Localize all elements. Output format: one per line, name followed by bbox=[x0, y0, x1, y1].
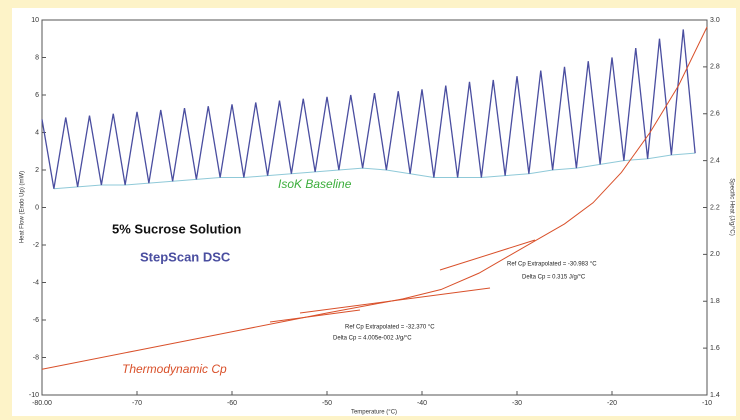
y-tick-label: -6 bbox=[33, 317, 39, 324]
y-tick-label: 4 bbox=[35, 129, 39, 136]
x-tick-label: -70 bbox=[132, 400, 142, 407]
y2-tick-label: 2.4 bbox=[710, 157, 720, 164]
annotation: Delta Cp = 4.005e-002 J/g/°C bbox=[333, 336, 412, 342]
y-axis-label: Heat Flow (Endo Up) (mW) bbox=[20, 171, 26, 243]
y2-tick-label: 1.6 bbox=[710, 345, 720, 352]
x-tick-label: -20 bbox=[607, 400, 617, 407]
y2-tick-label: 2.6 bbox=[710, 111, 720, 118]
tangent bbox=[439, 239, 536, 271]
y2-tick-label: 2.8 bbox=[710, 64, 720, 71]
y-tick-label: -4 bbox=[33, 279, 39, 286]
y-tick-label: 0 bbox=[35, 204, 39, 211]
series-line bbox=[41, 26, 708, 370]
x-axis-label: Temperature (°C) bbox=[351, 410, 397, 416]
x-tick-label: -40 bbox=[417, 400, 427, 407]
y2-tick-label: 1.4 bbox=[710, 392, 720, 399]
y2-tick-label: 3.0 bbox=[710, 17, 720, 24]
y2-axis-label: Specific Heat (J/g/°C) bbox=[728, 178, 734, 235]
series-line bbox=[41, 29, 696, 189]
label: Thermodynamic Cp bbox=[122, 362, 227, 376]
y-tick-label: 6 bbox=[35, 92, 39, 99]
label: StepScan DSC bbox=[140, 249, 231, 264]
x-tick-label: -60 bbox=[227, 400, 237, 407]
label: 5% Sucrose Solution bbox=[112, 221, 241, 236]
y2-tick-label: 2.0 bbox=[710, 251, 720, 258]
annotation: Ref Cp Extrapolated = -32.370 °C bbox=[345, 325, 435, 331]
annotation: Delta Cp = 0.315 J/g/°C bbox=[522, 275, 586, 281]
y-tick-label: 8 bbox=[35, 54, 39, 61]
plot-area bbox=[41, 19, 708, 396]
annotation: Ref Cp Extrapolated = -30.983 °C bbox=[507, 262, 597, 268]
y-tick-label: 10 bbox=[31, 17, 39, 24]
y-tick-label: -10 bbox=[29, 392, 39, 399]
x-tick-label: -80.00 bbox=[32, 400, 52, 407]
series-line bbox=[53, 152, 696, 190]
x-tick-label: -10 bbox=[702, 400, 712, 407]
label: IsoK Baseline bbox=[278, 177, 352, 191]
y-tick-label: 2 bbox=[35, 167, 39, 174]
y-tick-label: -2 bbox=[33, 242, 39, 249]
tangent bbox=[269, 309, 361, 323]
y2-tick-label: 1.8 bbox=[710, 298, 720, 305]
x-tick-label: -50 bbox=[322, 400, 332, 407]
y-tick-label: -8 bbox=[33, 354, 39, 361]
x-tick-label: -30 bbox=[512, 400, 522, 407]
y2-tick-label: 2.2 bbox=[710, 204, 720, 211]
